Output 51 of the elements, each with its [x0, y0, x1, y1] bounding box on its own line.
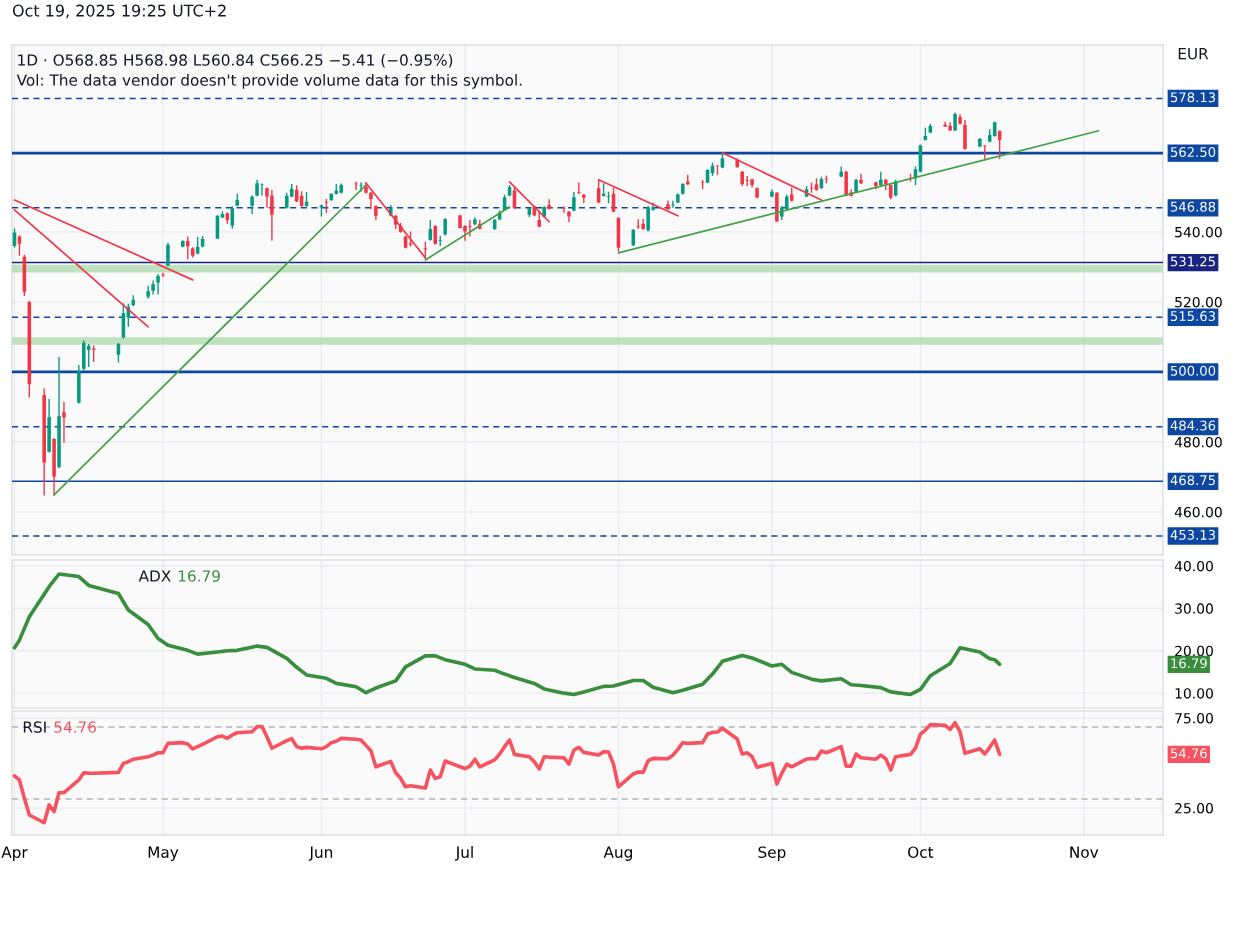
series-label: ADX [138, 570, 171, 582]
x-tick-label: Sep [758, 846, 786, 861]
text: Vol: The data vendor doesn't provide volume data for this symbol. [16, 74, 522, 89]
text: 16.79 [1171, 658, 1207, 669]
candlestick [369, 191, 373, 210]
candlestick [17, 234, 22, 257]
ref-line-label: 484.36 [1170, 420, 1216, 431]
text: RSI [23, 721, 46, 733]
ref-line-label: 500.00 [1170, 365, 1216, 376]
y-tick-label: 75.00 [1175, 712, 1213, 724]
candlestick [156, 273, 160, 296]
y-axis-title: EUR [1178, 48, 1209, 60]
line-series [12, 720, 1002, 825]
y-tick-label: 540.00 [1175, 226, 1222, 238]
candlestick [953, 111, 957, 132]
text: Oct 19, 2025 19:25 UTC+2 [12, 4, 226, 19]
x-tick-label: May [148, 846, 179, 861]
candlestick [547, 198, 551, 211]
text: 54.76 [1170, 748, 1207, 759]
ref-line-label: 515.63 [1170, 311, 1216, 322]
y-tick-label: 30.00 [1175, 603, 1213, 614]
annotation: 54.76 [54, 721, 97, 733]
y-tick-label: 480.00 [1174, 436, 1222, 448]
candlestick [86, 343, 91, 368]
x-tick-label: Jun [308, 846, 333, 861]
candlestick [859, 173, 863, 185]
ref-line-label: 578.13 [1170, 92, 1216, 103]
candlestick [250, 194, 254, 215]
text: 1D · O568.85 H568.98 L560.84 C566.25 −5.41 (−0.95%) [18, 54, 453, 68]
x-tick-label: Aug [603, 846, 632, 861]
ref-line-label: 531.25 [1170, 256, 1215, 267]
candlestick [185, 236, 190, 260]
candlestick [62, 401, 66, 444]
annotation: 16.79 [178, 570, 220, 582]
y-tick-label: 520.00 [1175, 296, 1222, 308]
ref-line-label: 468.75 [1170, 475, 1215, 486]
ref-line-label: 562.50 [1170, 147, 1216, 157]
x-tick-label: Oct [908, 846, 934, 858]
line-series [12, 572, 1002, 697]
y-tick-label: 460.00 [1174, 506, 1222, 518]
x-tick-label: Nov [1070, 846, 1099, 858]
candlestick [433, 224, 438, 246]
y-tick-label: 25.00 [1175, 802, 1213, 814]
candlestick [577, 181, 581, 195]
y-tick-label: 40.00 [1174, 560, 1213, 572]
y-tick-label: 20.00 [1175, 645, 1213, 657]
x-tick-label: Apr [1, 846, 28, 861]
x-tick-label: Jul [454, 846, 473, 861]
ref-line-label: 453.13 [1170, 529, 1216, 540]
ref-line-label: 546.88 [1170, 201, 1216, 212]
y-tick-label: 10.00 [1175, 688, 1213, 699]
